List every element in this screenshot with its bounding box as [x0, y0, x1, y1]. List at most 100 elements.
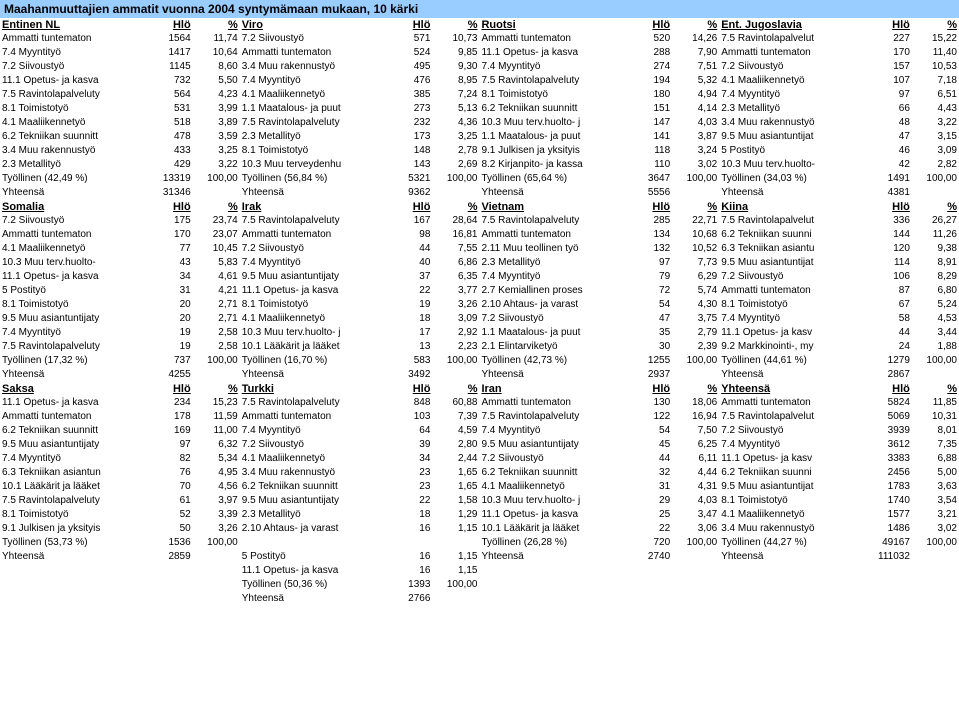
cell: 114 — [865, 256, 912, 270]
cell — [193, 564, 240, 578]
cell: 7.5 Ravintolapalvelut — [719, 410, 865, 424]
cell: Ammatti tuntematon — [0, 32, 146, 46]
cell: 433 — [146, 144, 193, 158]
cell: 3,02 — [912, 522, 959, 536]
col-pct: % — [672, 200, 719, 214]
cell: 54 — [625, 298, 672, 312]
summary-cell — [672, 368, 719, 382]
cell: 3,97 — [193, 494, 240, 508]
summary-cell: 5 Postityö — [240, 550, 386, 564]
col-pct: % — [912, 18, 959, 32]
cell: 8.1 Toimistotyö — [479, 88, 625, 102]
cell: 16,94 — [672, 410, 719, 424]
cell: 3,02 — [672, 158, 719, 172]
cell: 274 — [625, 60, 672, 74]
cell: 34 — [146, 270, 193, 284]
summary-cell: 100,00 — [193, 354, 240, 368]
summary-cell: 1255 — [625, 354, 672, 368]
cell: 385 — [385, 88, 432, 102]
col-hlo: Hlö — [625, 18, 672, 32]
cell: 4,56 — [193, 480, 240, 494]
cell: 106 — [865, 270, 912, 284]
cell: 141 — [625, 130, 672, 144]
cell — [479, 564, 625, 578]
cell: 3939 — [865, 424, 912, 438]
cell: 7.5 Ravintolapalvelut — [719, 214, 865, 228]
cell: 46 — [865, 144, 912, 158]
cell: 11.1 Opetus- ja kasva — [240, 284, 386, 298]
cell: 15,22 — [912, 32, 959, 46]
cell: 23,74 — [193, 214, 240, 228]
cell: 97 — [865, 88, 912, 102]
cell: 10,68 — [672, 228, 719, 242]
summary-cell: 720 — [625, 536, 672, 550]
cell: 25 — [625, 508, 672, 522]
col-hlo: Hlö — [385, 200, 432, 214]
cell: 4.1 Maaliikennetyö — [240, 88, 386, 102]
cell: 97 — [146, 438, 193, 452]
cell: 7,35 — [912, 438, 959, 452]
summary-cell: 49167 — [865, 536, 912, 550]
summary-cell: Työllinen (34,03 %) — [719, 172, 865, 186]
cell: 5,74 — [672, 284, 719, 298]
cell — [193, 592, 240, 606]
cell: 43 — [146, 256, 193, 270]
cell: 22 — [385, 284, 432, 298]
cell: 4.1 Maaliikennetyö — [0, 242, 146, 256]
summary-cell — [672, 186, 719, 200]
country-header: Saksa — [0, 382, 146, 396]
cell: 1,29 — [432, 508, 479, 522]
cell: 3,59 — [193, 130, 240, 144]
cell: 2,39 — [672, 340, 719, 354]
cell: 6,25 — [672, 438, 719, 452]
summary-cell — [912, 368, 959, 382]
cell: 7.5 Ravintolapalveluty — [479, 410, 625, 424]
cell: 8.2 Kirjanpito- ja kassa — [479, 158, 625, 172]
cell: 178 — [146, 410, 193, 424]
cell: 30 — [625, 340, 672, 354]
cell: 66 — [865, 102, 912, 116]
cell — [719, 592, 865, 606]
cell — [432, 592, 479, 606]
cell: 2,58 — [193, 326, 240, 340]
cell: 4.1 Maaliikennetyö — [719, 508, 865, 522]
cell: 3,21 — [912, 508, 959, 522]
cell: 9,30 — [432, 60, 479, 74]
cell: 52 — [146, 508, 193, 522]
cell: 5,32 — [672, 74, 719, 88]
cell: 8.1 Toimistotyö — [719, 298, 865, 312]
cell: 1.1 Maatalous- ja puut — [479, 130, 625, 144]
summary-cell: Yhteensä — [0, 368, 146, 382]
cell: 4,53 — [912, 312, 959, 326]
summary-cell: 583 — [385, 354, 432, 368]
summary-cell: 5321 — [385, 172, 432, 186]
country-header: Turkki — [240, 382, 386, 396]
cell — [672, 564, 719, 578]
country-header: Entinen NL — [0, 18, 146, 32]
cell: Yhteensä — [240, 592, 386, 606]
cell: 82 — [146, 452, 193, 466]
cell: 10,31 — [912, 410, 959, 424]
cell: 11,59 — [193, 410, 240, 424]
cell: 11,85 — [912, 396, 959, 410]
cell: 1,65 — [432, 480, 479, 494]
cell: 7.2 Siivoustyö — [0, 60, 146, 74]
cell: 8,29 — [912, 270, 959, 284]
cell: 3,24 — [672, 144, 719, 158]
cell: 5,50 — [193, 74, 240, 88]
cell: 11.1 Opetus- ja kasva — [479, 46, 625, 60]
cell: 9.5 Muu asiantuntijat — [719, 480, 865, 494]
cell: 11.1 Opetus- ja kasva — [0, 396, 146, 410]
cell: 4,44 — [672, 466, 719, 480]
cell: 97 — [625, 256, 672, 270]
cell: 44 — [385, 242, 432, 256]
cell: 7.4 Myyntityö — [240, 256, 386, 270]
cell: 9.1 Julkisen ja yksityis — [0, 522, 146, 536]
cell: 2,79 — [672, 326, 719, 340]
cell: 1.1 Maatalous- ja puut — [240, 102, 386, 116]
cell: 7.4 Myyntityö — [240, 424, 386, 438]
cell: 2,92 — [432, 326, 479, 340]
col-hlo: Hlö — [385, 18, 432, 32]
summary-cell: Työllinen (26,28 %) — [479, 536, 625, 550]
cell: 234 — [146, 396, 193, 410]
